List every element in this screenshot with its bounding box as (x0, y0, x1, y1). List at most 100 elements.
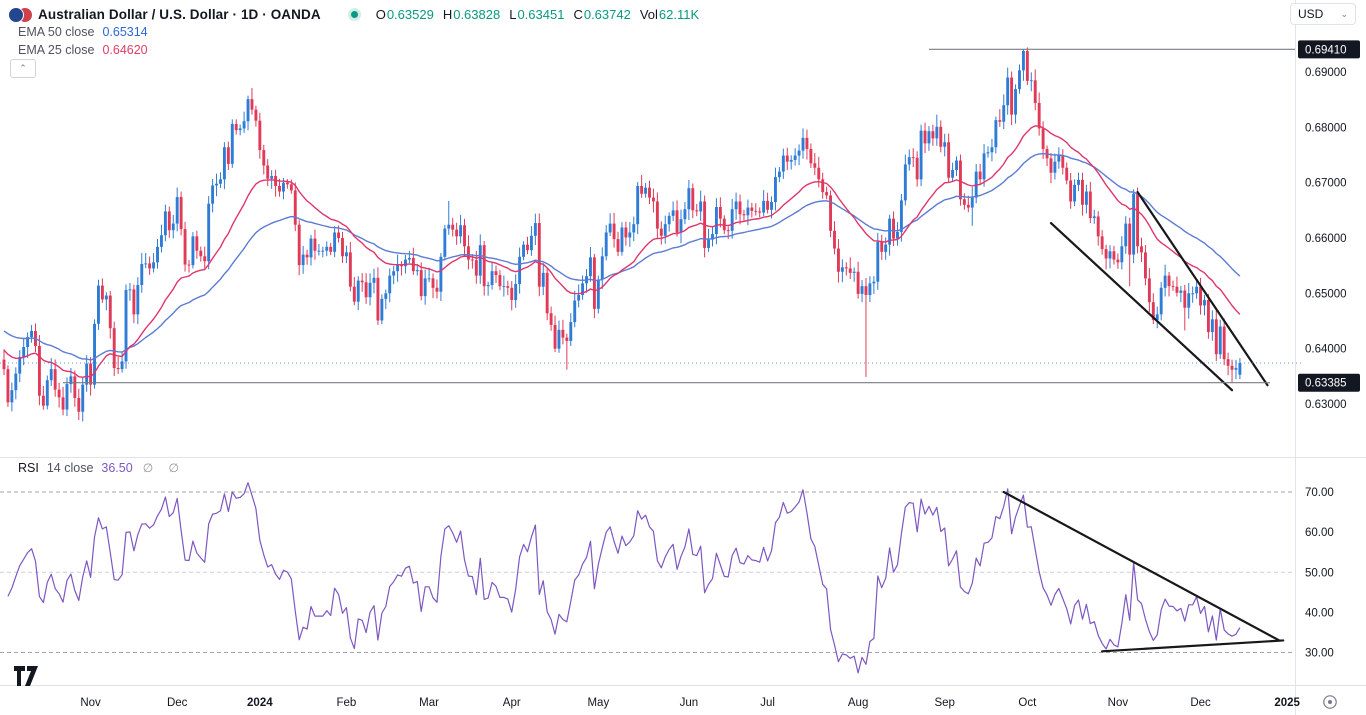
candle-body (699, 201, 703, 212)
candle-body (1041, 128, 1045, 149)
month-tick-label[interactable]: Jun (680, 697, 699, 709)
candle-body (407, 257, 411, 260)
empty-set-icons: ∅ ∅ (142, 461, 185, 475)
candle-body (1100, 236, 1104, 250)
candle-body (152, 262, 156, 269)
candle-body (313, 238, 317, 251)
ema50-line[interactable] (3, 153, 1241, 361)
candle-body (872, 281, 876, 284)
rsi-line[interactable] (7, 482, 1241, 674)
candle-body (171, 223, 175, 231)
candle-body (805, 137, 809, 149)
symbol-title[interactable]: Australian Dollar / U.S. Dollar · 1D · O… (38, 6, 321, 22)
candle-body (325, 246, 329, 251)
price-badge-1[interactable] (1298, 373, 1360, 392)
candle-body (61, 397, 65, 410)
price-trendline-0[interactable] (1049, 221, 1234, 392)
candle-body (982, 153, 986, 180)
candle-body (254, 109, 258, 121)
ohlc-values: O 0.63529 H 0.63828 L 0.63451 C 0.63742 Vol 6… (376, 7, 699, 22)
currency-selector[interactable]: USD ⌄ (1290, 3, 1356, 25)
rsi-tick-label[interactable]: 60.00 (1305, 527, 1334, 539)
candle-body (1214, 319, 1218, 355)
price-tick-label[interactable]: 0.69000 (1305, 67, 1347, 79)
month-tick-label[interactable]: Oct (1018, 697, 1037, 709)
month-tick-label[interactable]: Nov (80, 697, 101, 709)
price-tick-label[interactable]: 0.66000 (1305, 233, 1347, 245)
rsi-tick-label[interactable]: 70.00 (1305, 487, 1334, 499)
candle-body (927, 131, 931, 144)
candle-body (754, 210, 758, 212)
chevron-down-icon: ⌄ (1340, 8, 1348, 19)
month-tick-label[interactable]: Sep (934, 697, 954, 709)
candle-body (97, 285, 100, 324)
candle-body (561, 329, 565, 338)
price-tick-label[interactable]: 0.64000 (1305, 344, 1347, 356)
candle-body (215, 183, 218, 186)
price-trendline-1[interactable] (1136, 190, 1269, 387)
month-tick-label[interactable]: Dec (167, 697, 188, 709)
symbol-legend[interactable]: Australian Dollar / U.S. Dollar · 1D · O… (8, 5, 699, 23)
candle-body (813, 163, 817, 168)
ema50-legend[interactable]: EMA 50 close 0.65314 (18, 25, 148, 39)
candle-body (789, 159, 793, 162)
candle-body (199, 250, 203, 257)
candle-body (711, 234, 714, 240)
candle-body (864, 286, 868, 295)
price-tick-label[interactable]: 0.63000 (1305, 399, 1347, 411)
candle-body (750, 207, 754, 211)
rsi-tick-label[interactable]: 40.00 (1305, 607, 1334, 619)
month-tick-label[interactable]: Dec (1190, 697, 1211, 709)
ema25-line[interactable] (3, 125, 1241, 378)
candle-body (474, 260, 478, 276)
candle-body (262, 150, 266, 166)
candle-body (781, 155, 785, 172)
price-tick-label[interactable]: 0.67000 (1305, 178, 1347, 190)
candle-body (140, 264, 144, 286)
candle-body (604, 232, 608, 257)
price-tick-label[interactable]: 0.68000 (1305, 122, 1347, 134)
month-tick-label[interactable]: Feb (337, 697, 357, 709)
rsi-trendline-0[interactable] (1002, 490, 1281, 642)
month-tick-label[interactable]: Apr (503, 697, 521, 709)
month-tick-label[interactable]: Aug (848, 697, 868, 709)
candle-body (868, 283, 872, 295)
price-badge-0[interactable] (1298, 40, 1360, 59)
month-tick-label[interactable]: Mar (419, 697, 439, 709)
candle-body (659, 228, 663, 236)
candle-body (289, 184, 293, 191)
rsi-trendline-1[interactable] (1101, 639, 1285, 653)
timezone-clock-icon[interactable] (1322, 694, 1338, 715)
tradingview-logo-icon[interactable] (14, 666, 38, 691)
month-tick-label[interactable]: May (587, 697, 609, 709)
candle-body (380, 298, 384, 321)
candle-body (553, 324, 557, 349)
candle-body (466, 246, 470, 260)
month-tick-label[interactable]: Nov (1108, 697, 1129, 709)
year-tick-label[interactable]: 2025 (1274, 697, 1300, 709)
candle-body (427, 278, 431, 280)
candle-body (734, 201, 738, 210)
candle-body (163, 211, 167, 236)
rsi-tick-label[interactable]: 30.00 (1305, 648, 1334, 660)
candle-body (1187, 293, 1191, 308)
rsi-tick-label[interactable]: 50.00 (1305, 567, 1334, 579)
rsi-pane[interactable] (0, 482, 1295, 674)
month-tick-label[interactable]: Jul (760, 697, 775, 709)
candle-body (785, 155, 789, 162)
price-tick-label[interactable]: 0.65000 (1305, 288, 1347, 300)
candle-body (419, 270, 423, 297)
candle-body (1143, 252, 1147, 279)
year-tick-label[interactable]: 2024 (247, 697, 273, 709)
candle-body (45, 380, 49, 406)
rsi-legend[interactable]: RSI 14 close 36.50 ∅ ∅ (18, 461, 185, 475)
candle-body (404, 259, 407, 267)
volume-label: Vol (639, 6, 658, 22)
candle-body (1006, 77, 1010, 106)
collapse-legend-button[interactable]: ⌃ (10, 59, 36, 78)
ema25-legend[interactable]: EMA 25 close 0.64620 (18, 43, 148, 57)
price-pane[interactable] (2, 47, 1269, 422)
candle-body (1136, 193, 1140, 247)
